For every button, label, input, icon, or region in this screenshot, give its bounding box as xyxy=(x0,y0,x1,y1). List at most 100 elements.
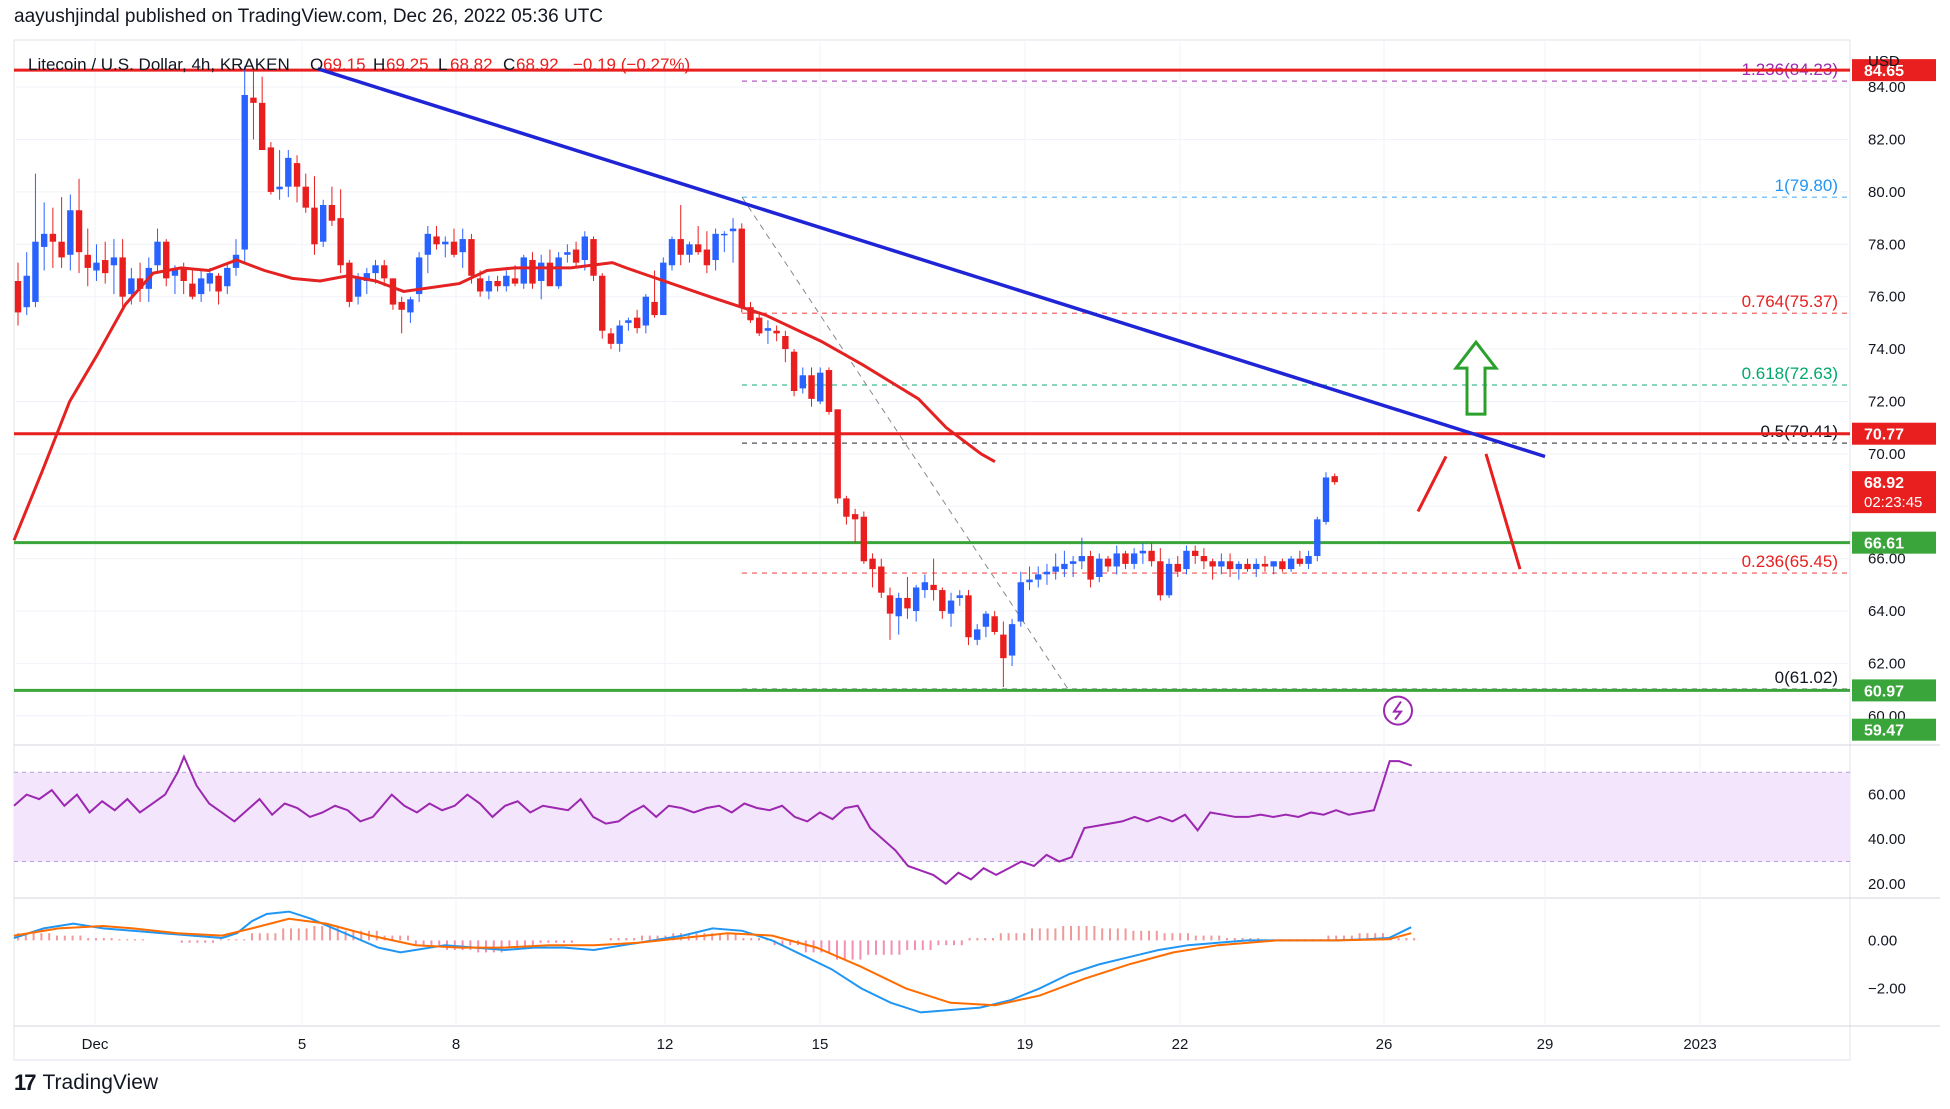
candle-body xyxy=(756,317,763,334)
candle-body xyxy=(1148,550,1155,562)
candle-body xyxy=(825,370,833,412)
ohlc-change-value: −0.19 (−0.27%) xyxy=(573,55,690,74)
candle-body xyxy=(555,257,562,287)
candle-body xyxy=(1130,553,1138,564)
candle-body xyxy=(407,299,414,313)
candle-body xyxy=(607,333,615,344)
candle-body xyxy=(703,249,711,266)
fibonacci-levels: 1.236(84.23)1(79.80)0.764(75.37)0.618(72… xyxy=(741,60,1850,690)
published-by-header: aayushjindal published on TradingView.co… xyxy=(14,6,604,27)
candle-body xyxy=(1139,550,1147,554)
candle-body xyxy=(346,262,353,302)
price-tag-label: 70.77 xyxy=(1864,427,1904,444)
fib-level-label: 0.764(75.37) xyxy=(1742,292,1838,311)
candle-body xyxy=(660,262,667,316)
candle-body xyxy=(136,278,144,289)
price-tag-bg xyxy=(1852,471,1936,514)
candle-body xyxy=(119,257,126,297)
candle-body xyxy=(677,239,684,255)
candle-body xyxy=(1200,556,1208,562)
candle-body xyxy=(23,275,30,308)
candle-body xyxy=(1279,561,1286,570)
time-tick-label: 5 xyxy=(298,1036,306,1053)
candle-body xyxy=(1035,574,1042,580)
candle-body xyxy=(276,186,283,190)
candle-body xyxy=(49,233,57,242)
candle-body xyxy=(84,254,91,268)
candle-body xyxy=(468,239,475,276)
candle-body xyxy=(651,301,658,316)
candle-body xyxy=(58,241,65,258)
fib-level-label: 0.236(65.45) xyxy=(1742,552,1838,571)
candle-body xyxy=(476,278,484,292)
candle-body xyxy=(921,582,929,591)
candle-body xyxy=(895,597,902,617)
price-tags: 84.65 70.77 68.92 02:23:45 66.61 60.97 59.47 xyxy=(1852,59,1936,741)
price-tick-label: 82.00 xyxy=(1868,132,1906,149)
candle-body xyxy=(590,239,597,276)
candle-body xyxy=(1314,519,1321,557)
symbol-label[interactable]: Litecoin / U.S. Dollar, 4h, KRAKEN xyxy=(28,55,290,74)
candle-body xyxy=(163,241,170,279)
tradingview-logo-icon: 17 xyxy=(14,1070,37,1095)
candle-body xyxy=(721,233,728,236)
macd-tick-label: −2.00 xyxy=(1868,980,1906,997)
price-tag-label: 60.97 xyxy=(1864,683,1904,700)
candle-body xyxy=(738,228,745,308)
candle-body xyxy=(1104,558,1112,567)
candle-body xyxy=(311,207,318,245)
candle-body xyxy=(363,273,370,281)
candle-body xyxy=(939,590,946,612)
candle-body xyxy=(354,278,362,297)
candle-body xyxy=(773,330,780,334)
candle-body xyxy=(564,252,571,255)
candle-body xyxy=(398,301,405,310)
candle-body xyxy=(1122,553,1129,564)
candle-body xyxy=(1296,558,1304,564)
candle-body xyxy=(764,328,772,331)
candle-body xyxy=(712,233,719,261)
rsi-line xyxy=(13,754,1413,886)
price-tick-label: 70.00 xyxy=(1868,446,1906,463)
price-tick-label: 66.00 xyxy=(1868,551,1906,568)
candle-body xyxy=(982,613,990,627)
candle-body xyxy=(860,516,868,562)
candle-body xyxy=(459,239,466,253)
candle-body xyxy=(1331,476,1338,483)
candle-body xyxy=(1017,582,1024,622)
candle-body xyxy=(241,95,248,250)
candle-body xyxy=(485,280,493,292)
moving-average xyxy=(12,258,996,541)
candle-body xyxy=(1087,556,1094,580)
time-tick-label: 22 xyxy=(1172,1036,1189,1053)
candle-body xyxy=(668,239,676,266)
rsi-tick-label: 60.00 xyxy=(1868,787,1906,804)
candle-body xyxy=(1244,563,1251,570)
candle-body xyxy=(128,278,135,295)
candle-body xyxy=(843,498,850,517)
candle-body xyxy=(974,629,981,640)
candle-body xyxy=(1261,563,1269,567)
price-tag-label: 84.65 xyxy=(1864,63,1904,80)
macd-line xyxy=(13,910,1412,1014)
candle-body xyxy=(189,283,196,297)
tradingview-logo-text: TradingView xyxy=(42,1071,159,1094)
candle-body xyxy=(808,375,815,399)
tradingview-footer[interactable]: 17 TradingView xyxy=(14,1070,158,1096)
price-tick-label: 84.00 xyxy=(1868,79,1906,96)
macd-pane xyxy=(13,910,1416,1014)
price-tick-label: 76.00 xyxy=(1868,289,1906,306)
candle-body xyxy=(224,267,231,287)
candle-body xyxy=(433,236,440,245)
candle-body xyxy=(747,307,754,321)
time-tick-label: 15 xyxy=(812,1036,829,1053)
candle-body xyxy=(1052,566,1059,572)
trendline xyxy=(317,67,1546,459)
price-tag-bg xyxy=(1852,718,1936,741)
candle-body xyxy=(206,273,214,284)
candle-body xyxy=(1209,561,1216,567)
candle-body xyxy=(197,278,205,295)
price-tag-bg xyxy=(1852,59,1936,82)
macd-signal-line xyxy=(13,917,1412,1007)
